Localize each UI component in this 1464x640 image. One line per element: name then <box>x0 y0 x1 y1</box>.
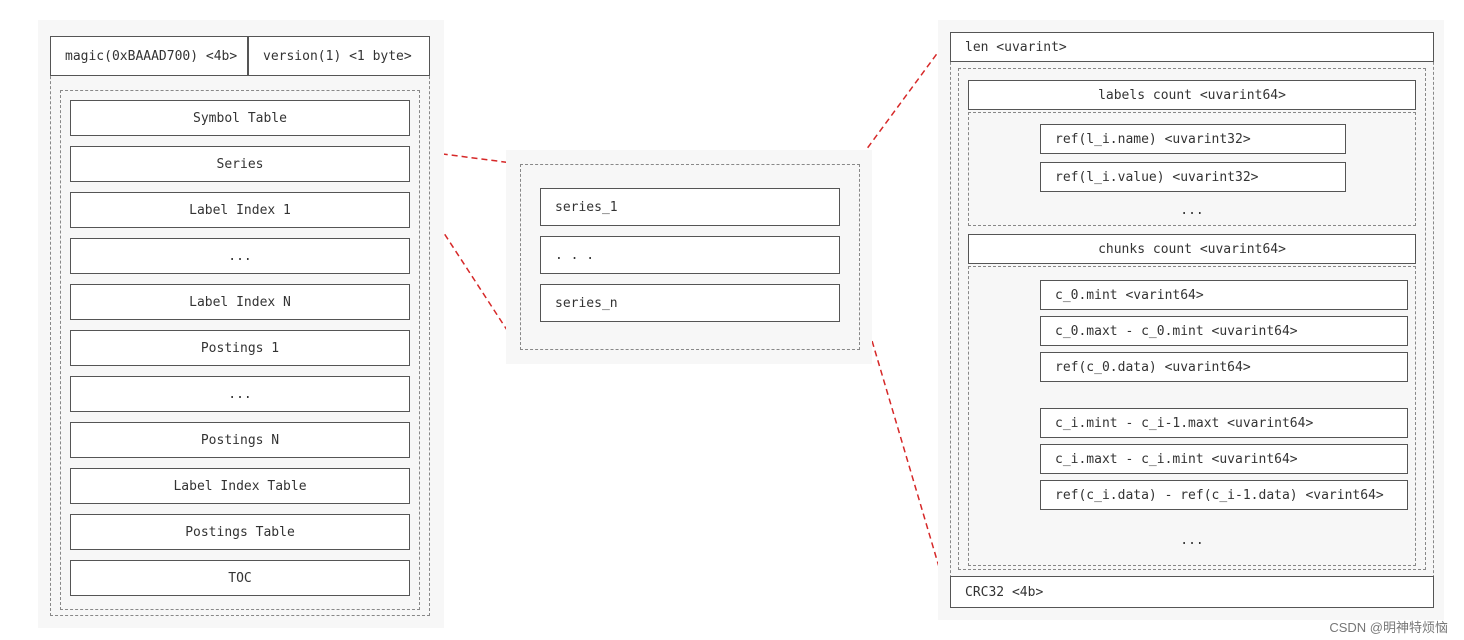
mid-row-1: . . . <box>540 236 840 274</box>
left-row-5: Postings 1 <box>70 330 410 366</box>
chunk0-row-1: c_0.maxt - c_0.mint <uvarint64> <box>1040 316 1408 346</box>
mid-row-0: series_1 <box>540 188 840 226</box>
chunks-count: chunks count <uvarint64> <box>968 234 1416 264</box>
chunki-row-0: c_i.mint - c_i-1.maxt <uvarint64> <box>1040 408 1408 438</box>
labels-count: labels count <uvarint64> <box>968 80 1416 110</box>
header-magic: magic(0xBAAAD700) <4b> <box>50 36 248 76</box>
right-len: len <uvarint> <box>950 32 1434 62</box>
left-row-3: ... <box>70 238 410 274</box>
left-row-7: Postings N <box>70 422 410 458</box>
label-row-1: ref(l_i.value) <uvarint32> <box>1040 162 1346 192</box>
left-row-0: Symbol Table <box>70 100 410 136</box>
left-row-4: Label Index N <box>70 284 410 320</box>
left-row-8: Label Index Table <box>70 468 410 504</box>
left-row-10: TOC <box>70 560 410 596</box>
labels-ellipsis: ... <box>968 200 1416 220</box>
mid-row-2: series_n <box>540 284 840 322</box>
label-row-0: ref(l_i.name) <uvarint32> <box>1040 124 1346 154</box>
chunk0-row-2: ref(c_0.data) <uvarint64> <box>1040 352 1408 382</box>
left-row-2: Label Index 1 <box>70 192 410 228</box>
chunks-ellipsis: ... <box>968 530 1416 550</box>
header-version: version(1) <1 byte> <box>248 36 430 76</box>
chunki-row-1: c_i.maxt - c_i.mint <uvarint64> <box>1040 444 1408 474</box>
right-crc: CRC32 <4b> <box>950 576 1434 608</box>
left-row-9: Postings Table <box>70 514 410 550</box>
chunk0-row-0: c_0.mint <varint64> <box>1040 280 1408 310</box>
left-row-1: Series <box>70 146 410 182</box>
chunki-row-2: ref(c_i.data) - ref(c_i-1.data) <varint6… <box>1040 480 1408 510</box>
left-row-6: ... <box>70 376 410 412</box>
